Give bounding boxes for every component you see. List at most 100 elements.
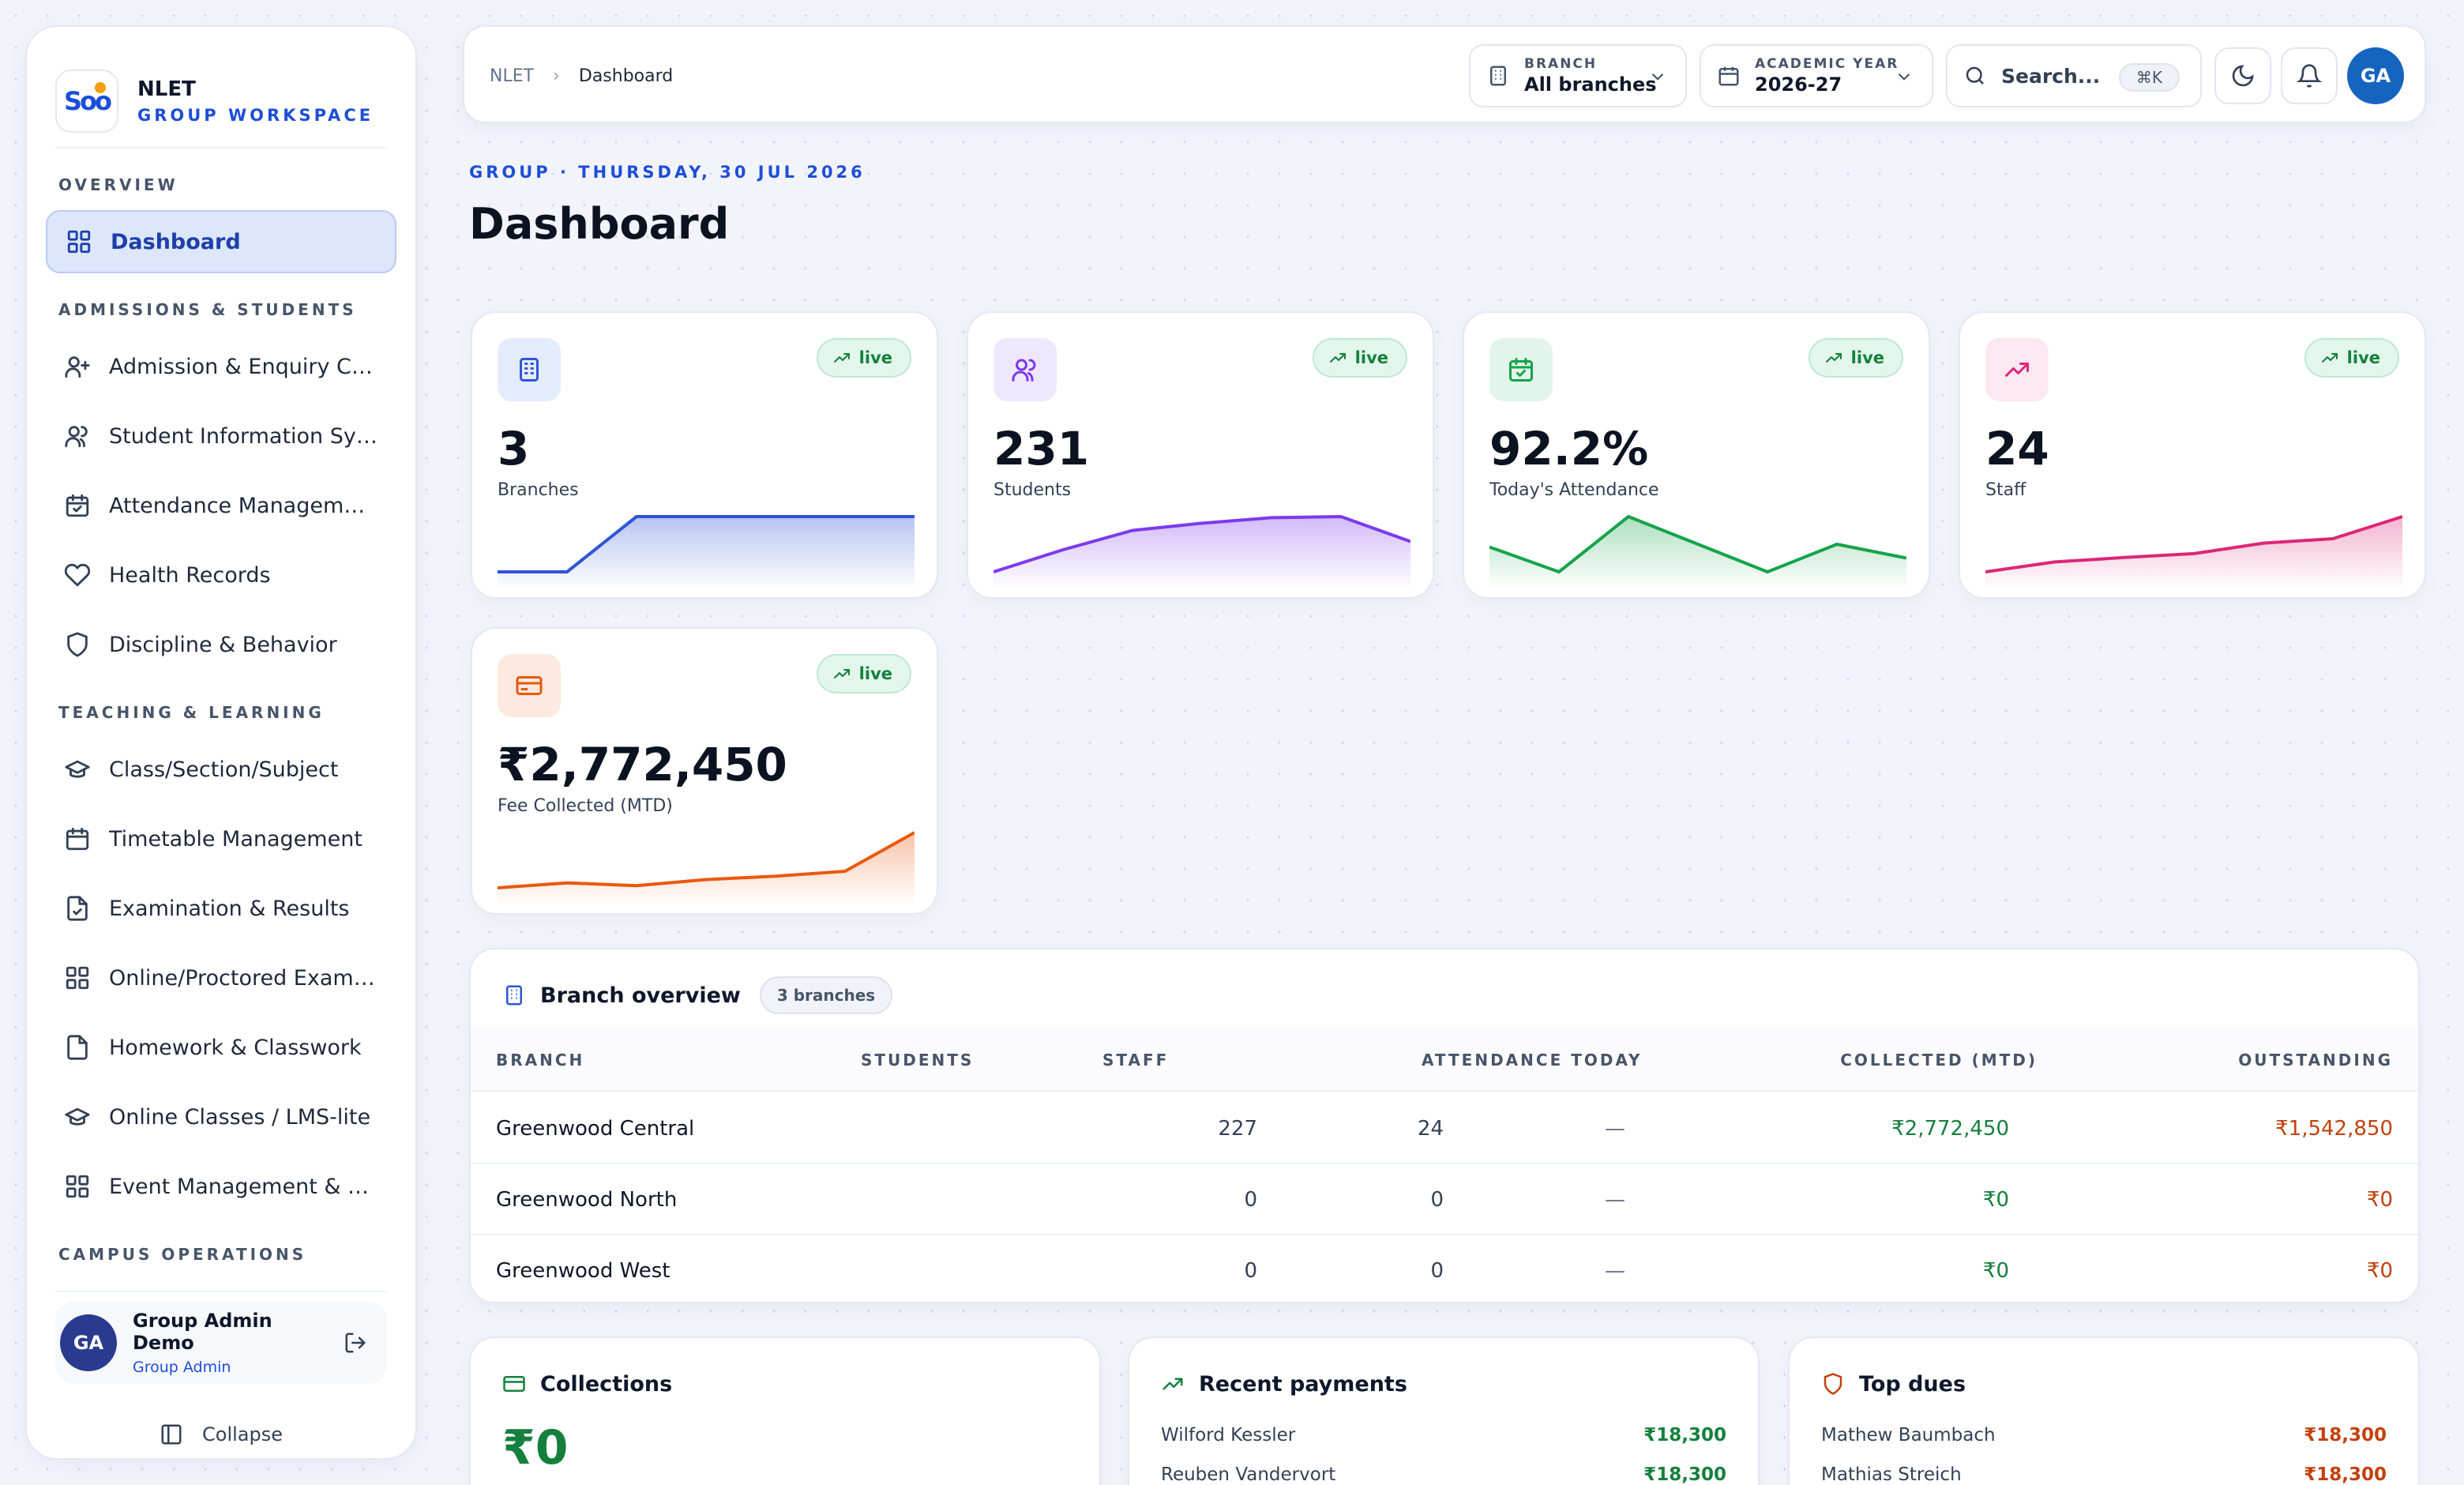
academic-year-select[interactable]: ACADEMIC YEAR 2026-27 bbox=[1700, 44, 1933, 107]
table-row[interactable]: Greenwood Central 227 24 — ₹2,772,450 ₹1,542,… bbox=[471, 1093, 2418, 1164]
column-header-staff[interactable]: STAFF bbox=[1102, 1051, 1170, 1070]
sidebar-item-discipline-behavior[interactable]: Discipline & Behavior bbox=[46, 613, 396, 676]
table-row[interactable]: Greenwood North 0 0 — ₹0 ₹0 bbox=[471, 1164, 2418, 1235]
column-header-students[interactable]: STUDENTS bbox=[861, 1051, 975, 1070]
live-badge-label: live bbox=[1850, 348, 1884, 367]
sidebar-item-label: Discipline & Behavior bbox=[109, 632, 337, 657]
sidebar-item-admission-enquiry-crm[interactable]: Admission & Enquiry CRM bbox=[46, 335, 396, 398]
live-badge-label: live bbox=[1354, 348, 1388, 367]
cell-branch: Greenwood Central bbox=[496, 1117, 695, 1141]
sparkline-line bbox=[498, 515, 915, 573]
collections-title: Collections bbox=[540, 1371, 673, 1397]
kpi-icon bbox=[1489, 338, 1553, 401]
cell-branch: Greenwood North bbox=[496, 1188, 678, 1212]
top-dues-title: Top dues bbox=[1859, 1371, 1966, 1397]
sparkline-area bbox=[1985, 517, 2402, 589]
academic-year-label: ACADEMIC YEAR bbox=[1755, 56, 1899, 72]
kpi-card-staff[interactable]: live 24 Staff bbox=[1959, 311, 2426, 599]
trending-up-icon bbox=[2005, 363, 2029, 377]
nav-section-overview: OVERVIEW bbox=[58, 175, 178, 194]
sparkline-area bbox=[1489, 517, 1906, 589]
payer-name: Wilford Kessler bbox=[1161, 1425, 1296, 1446]
credit-card-icon bbox=[516, 676, 543, 695]
trending-up-icon bbox=[2321, 353, 2338, 363]
list-item[interactable]: Mathew Baumbach ₹18,300 bbox=[1821, 1415, 2387, 1455]
kpi-card-branches[interactable]: live 3 Branches bbox=[471, 311, 938, 599]
file-check-icon bbox=[67, 896, 88, 921]
sidebar-item-dashboard[interactable]: Dashboard bbox=[46, 210, 396, 273]
cell-staff: 24 bbox=[1417, 1117, 1444, 1141]
sidebar-item-online-classes-lms-lite[interactable]: Online Classes / LMS-lite bbox=[46, 1085, 396, 1149]
user-plus-icon bbox=[65, 356, 90, 378]
calendar-check-icon bbox=[1509, 358, 1533, 382]
sidebar-item-online-proctored-exam[interactable]: Online/Proctored Exam (... bbox=[46, 946, 396, 1009]
top-dues-panel: Top dues Mathew Baumbach ₹18,300 Mathias… bbox=[1788, 1336, 2420, 1485]
sidebar-item-label: Online Classes / LMS-lite bbox=[109, 1104, 371, 1130]
sidebar-item-examination-results[interactable]: Examination & Results bbox=[46, 877, 396, 940]
nav-icon-wrap bbox=[63, 561, 92, 589]
column-header-branch[interactable]: BRANCH bbox=[496, 1051, 585, 1070]
column-header-attendance[interactable]: ATTENDANCE TODAY bbox=[1422, 1051, 1643, 1070]
credit-card-icon bbox=[503, 1376, 525, 1392]
trending-up-icon bbox=[833, 353, 850, 363]
branch-select[interactable]: BRANCH All branches bbox=[1469, 44, 1687, 107]
nav-icon-wrap bbox=[65, 227, 93, 256]
live-badge-label: live bbox=[2346, 348, 2380, 367]
sidebar-item-label: Dashboard bbox=[111, 229, 241, 254]
notifications-button[interactable] bbox=[2281, 47, 2338, 104]
kpi-sparkline bbox=[498, 831, 915, 905]
kpi-card-today-s-attendance[interactable]: live 92.2% Today's Attendance bbox=[1463, 311, 1930, 599]
nav-icon-wrap bbox=[63, 825, 92, 853]
sidebar-item-timetable-management[interactable]: Timetable Management bbox=[46, 807, 396, 870]
sparkline-area bbox=[498, 833, 915, 905]
logout-icon[interactable] bbox=[336, 1324, 374, 1362]
sidebar-item-attendance-management[interactable]: Attendance Management bbox=[46, 474, 396, 537]
trending-up-icon bbox=[1329, 353, 1346, 363]
profile-avatar[interactable]: GA bbox=[2347, 47, 2404, 104]
sidebar-item-homework-classwork[interactable]: Homework & Classwork bbox=[46, 1016, 396, 1079]
sidebar-item-label: Admission & Enquiry CRM bbox=[109, 354, 377, 379]
kpi-label: Branches bbox=[498, 480, 579, 500]
list-item[interactable]: Reuben Vandervort ₹18,300 bbox=[1161, 1455, 1726, 1485]
kpi-value: 3 bbox=[498, 422, 530, 476]
breadcrumb-root[interactable]: NLET bbox=[490, 66, 535, 86]
list-item[interactable]: Mathias Streich ₹18,300 bbox=[1821, 1455, 2387, 1485]
theme-toggle-button[interactable] bbox=[2214, 47, 2271, 104]
list-item[interactable]: Wilford Kessler ₹18,300 bbox=[1161, 1415, 1726, 1455]
nav-section-teaching-learning: TEACHING & LEARNING bbox=[58, 703, 325, 722]
search-shortcut: ⌘K bbox=[2118, 63, 2180, 92]
sidebar-footer-divider bbox=[55, 1291, 387, 1292]
cell-outstanding: ₹1,542,850 bbox=[2275, 1117, 2393, 1141]
column-header-outstanding[interactable]: OUTSTANDING bbox=[2238, 1051, 2393, 1070]
nav-section-admissions-students: ADMISSIONS & STUDENTS bbox=[58, 300, 357, 319]
sidebar-nav: OVERVIEW Dashboard ADMISSIONS & STUDENTS Ad… bbox=[46, 166, 396, 1272]
calendar-check-icon bbox=[66, 494, 89, 517]
user-avatar: GA bbox=[60, 1314, 117, 1371]
payment-amount: ₹18,300 bbox=[1643, 1425, 1726, 1446]
sidebar-item-event-management-tic[interactable]: Event Management & Tic... bbox=[46, 1155, 396, 1218]
live-badge-label: live bbox=[858, 348, 892, 367]
live-badge: live bbox=[816, 338, 911, 378]
building-icon bbox=[520, 358, 539, 382]
kpi-icon bbox=[498, 338, 561, 401]
search-input[interactable]: Search... ⌘K bbox=[1946, 44, 2202, 107]
trending-up-icon bbox=[1163, 1378, 1183, 1390]
collapse-button[interactable]: Collapse bbox=[27, 1412, 415, 1457]
sidebar-item-class-section-subject[interactable]: Class/Section/Subject bbox=[46, 738, 396, 801]
cell-staff: 0 bbox=[1430, 1188, 1444, 1212]
live-badge: live bbox=[1312, 338, 1407, 378]
sidebar-item-health-records[interactable]: Health Records bbox=[46, 543, 396, 607]
table-row[interactable]: Greenwood West 0 0 — ₹0 ₹0 bbox=[471, 1235, 2418, 1302]
collapse-label: Collapse bbox=[202, 1423, 283, 1446]
payer-name: Reuben Vandervort bbox=[1161, 1464, 1336, 1485]
nav-icon-wrap bbox=[63, 1172, 92, 1201]
kpi-card-fee-collected-mtd[interactable]: live ₹2,772,450 Fee Collected (MTD) bbox=[471, 627, 938, 915]
kpi-card-students[interactable]: live 231 Students bbox=[967, 311, 1434, 599]
user-card[interactable]: GA Group Admin Demo Group Admin bbox=[55, 1302, 387, 1384]
sidebar-item-student-information-syst[interactable]: Student Information Syst... bbox=[46, 404, 396, 468]
brand[interactable]: Soo NLET GROUP WORKSPACE bbox=[55, 55, 387, 147]
cell-attendance: — bbox=[1605, 1259, 1625, 1283]
breadcrumb-current: Dashboard bbox=[578, 66, 674, 86]
branch-overview-title: Branch overview bbox=[540, 983, 741, 1008]
column-header-collected[interactable]: COLLECTED (MTD) bbox=[1840, 1051, 2038, 1070]
